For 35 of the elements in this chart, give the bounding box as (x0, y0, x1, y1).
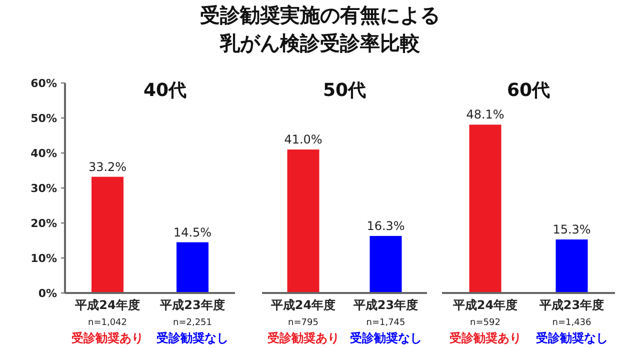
text: 受診勧奨なし (534, 331, 608, 345)
y-tick-label: 0% (38, 287, 57, 300)
data-label: 14.5% (173, 225, 212, 240)
y-tick-label: 50% (30, 112, 57, 125)
text: n=1,042 (88, 318, 128, 328)
text: n=1,436 (552, 318, 592, 328)
text: 受診勧奨あり (448, 331, 522, 345)
data-label: 48.1% (466, 108, 504, 122)
x-tick-label: 平成23年度 (159, 298, 225, 312)
x-tick-label: 平成24年度 (270, 298, 336, 312)
data-label: 15.3% (552, 222, 591, 236)
text: 受診勧奨あり (70, 331, 144, 345)
data-label: 41.0% (284, 132, 322, 146)
x-tick-label: 平成24年度 (74, 298, 140, 312)
text: n=2,251 (172, 318, 212, 328)
data-label: 33.2% (88, 160, 127, 174)
text: 受診勧奨あり (266, 331, 340, 345)
y-tick-label: 30% (30, 182, 57, 195)
y-tick-label: 20% (30, 217, 57, 230)
chart-subtitle: 60代 (506, 80, 550, 101)
data-label: 16.3% (366, 218, 405, 233)
text: 受診勧奨なし (348, 331, 422, 345)
x-tick-label: 平成23年度 (352, 298, 418, 312)
text: n=1,745 (366, 318, 406, 328)
chart-subtitle: 40代 (143, 80, 187, 101)
chart-subtitle: 50代 (322, 80, 366, 101)
y-tick-label: 40% (30, 147, 57, 160)
x-tick-label: 平成24年度 (452, 298, 518, 312)
y-tick-label: 60% (30, 77, 57, 90)
text: 受診勧奨なし (156, 331, 228, 345)
x-tick-label: 平成23年度 (538, 298, 604, 312)
text: n=592 (470, 318, 500, 328)
text: 受診勧奨実施の有無による乳がん検診受診率比較 (200, 3, 440, 55)
y-tick-label: 10% (30, 252, 57, 265)
text: n=795 (288, 318, 318, 328)
